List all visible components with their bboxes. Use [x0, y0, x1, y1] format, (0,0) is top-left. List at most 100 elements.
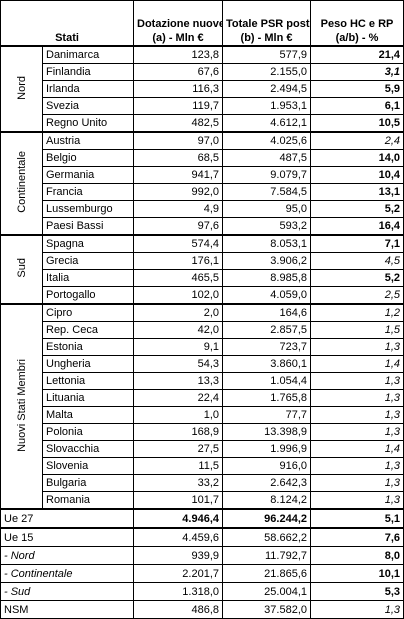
- value: 67,6: [133, 63, 223, 81]
- value: 27,5: [133, 440, 223, 458]
- row: Estonia 9,1 723,7 1,3: [1, 338, 404, 356]
- value: 916,0: [222, 457, 311, 475]
- country: Austria: [42, 131, 134, 150]
- row: Lituania 22,4 1.765,8 1,3: [1, 389, 404, 407]
- value: 14,0: [310, 149, 404, 167]
- row: Slovenia 11,5 916,0 1,3: [1, 457, 404, 475]
- value: 58.662,2: [222, 527, 311, 547]
- value: 4,5: [310, 252, 404, 270]
- value: 8,0: [310, 546, 404, 565]
- value: 4.059,0: [222, 286, 311, 305]
- row: Malta 1,0 77,7 1,3: [1, 406, 404, 424]
- value: 8.124,2: [222, 491, 311, 510]
- country: Svezia: [42, 97, 134, 115]
- value: 482,5: [133, 114, 223, 133]
- value: 4.946,4: [133, 508, 223, 529]
- total-label: - Nord: [0, 546, 134, 565]
- value: 1,3: [310, 474, 404, 492]
- value: 1.953,1: [222, 97, 311, 115]
- group-label: Continentale: [15, 151, 28, 213]
- value: 11.792,7: [222, 546, 311, 565]
- value: 168,9: [133, 423, 223, 441]
- value: 1.054,4: [222, 372, 311, 390]
- totals: Ue 27 4.946,4 96.244,2 5,1 Ue 15 4.459,6 58.66…: [0, 508, 404, 619]
- value: 2,0: [133, 303, 223, 322]
- row: Polonia 168,9 13.398,9 1,3: [1, 423, 404, 441]
- value: 4,9: [133, 200, 223, 218]
- value: 939,9: [133, 546, 223, 565]
- row: Paesi Bassi 97,6 593,2 16,4: [1, 217, 404, 236]
- total-label: Ue 15: [0, 527, 134, 547]
- value: 5,2: [310, 269, 404, 287]
- row: Finlandia 67,6 2.155,0 3,1: [1, 63, 404, 81]
- value: 13,1: [310, 183, 404, 201]
- value: 2,5: [310, 286, 404, 305]
- country: Malta: [42, 406, 134, 424]
- value: 96.244,2: [222, 508, 311, 529]
- value: 11,5: [133, 457, 223, 475]
- column-header: Stati: [0, 30, 134, 47]
- value: 5,9: [310, 80, 404, 98]
- country: Rep. Ceca: [42, 321, 134, 339]
- value: 1.765,8: [222, 389, 311, 407]
- value: 723,7: [222, 338, 311, 356]
- country: Grecia: [42, 252, 134, 270]
- value: 3.860,1: [222, 355, 311, 373]
- country: Estonia: [42, 338, 134, 356]
- value: 6,1: [310, 97, 404, 115]
- country: Belgio: [42, 149, 134, 167]
- value: 13,3: [133, 372, 223, 390]
- value: 593,2: [222, 217, 311, 236]
- value: 9,1: [133, 338, 223, 356]
- value: 1,4: [310, 440, 404, 458]
- row: Continentale Austria 97,0 4.025,6 2,4: [0, 131, 404, 236]
- value: 1,3: [310, 372, 404, 390]
- value: 33,2: [133, 474, 223, 492]
- row: Svezia 119,7 1.953,1 6,1: [1, 97, 404, 115]
- value: 1,2: [310, 303, 404, 322]
- total-row: - Sud 1.318,0 25.004,1 5,3: [0, 582, 404, 601]
- row: Irlanda 116,3 2.494,5 5,9: [1, 80, 404, 98]
- country: Italia: [42, 269, 134, 287]
- group-label-cell: Nuovi Stati Membri: [0, 303, 43, 510]
- value: 8.985,8: [222, 269, 311, 287]
- country: Spagna: [42, 234, 134, 253]
- group: Nuovi Stati Membri Cipro 2,0 164,6 1,2 Rep. C…: [0, 303, 404, 510]
- value: 37.582,0: [222, 600, 311, 619]
- value: 577,9: [222, 45, 311, 64]
- value: 101,7: [133, 491, 223, 510]
- country: Slovacchia: [42, 440, 134, 458]
- country: Polonia: [42, 423, 134, 441]
- group: Nord Danimarca 123,8 577,9 21,4 Finlandia 67,6…: [0, 45, 404, 133]
- total-label: - Continentale: [0, 564, 134, 583]
- row: Portogallo 102,0 4.059,0 2,5: [1, 286, 404, 305]
- country: Germania: [42, 166, 134, 184]
- value: 123,8: [133, 45, 223, 64]
- row: Bulgaria 33,2 2.642,3 1,3: [1, 474, 404, 492]
- value: 7,1: [310, 234, 404, 253]
- country: Lussemburgo: [42, 200, 134, 218]
- value: 4.612,1: [222, 114, 311, 133]
- value: 465,5: [133, 269, 223, 287]
- value: 1,3: [310, 491, 404, 510]
- country: Bulgaria: [42, 474, 134, 492]
- value: 5,2: [310, 200, 404, 218]
- country: Cipro: [42, 303, 134, 322]
- row: Italia 465,5 8.985,8 5,2: [1, 269, 404, 287]
- value: 5,1: [310, 508, 404, 529]
- country: Finlandia: [42, 63, 134, 81]
- value: 21,4: [310, 45, 404, 64]
- row: Rep. Ceca 42,0 2.857,5 1,5: [1, 321, 404, 339]
- value: 22,4: [133, 389, 223, 407]
- value: 4.459,6: [133, 527, 223, 547]
- value: 10,1: [310, 564, 404, 583]
- value: 941,7: [133, 166, 223, 184]
- total-row: NSM 486,8 37.582,0 1,3: [0, 600, 404, 619]
- value: 1,5: [310, 321, 404, 339]
- country: Paesi Bassi: [42, 217, 134, 236]
- row: Slovacchia 27,5 1.996,9 1,4: [1, 440, 404, 458]
- value: 9.079,7: [222, 166, 311, 184]
- unit-header: (b) - Mln €: [222, 30, 311, 47]
